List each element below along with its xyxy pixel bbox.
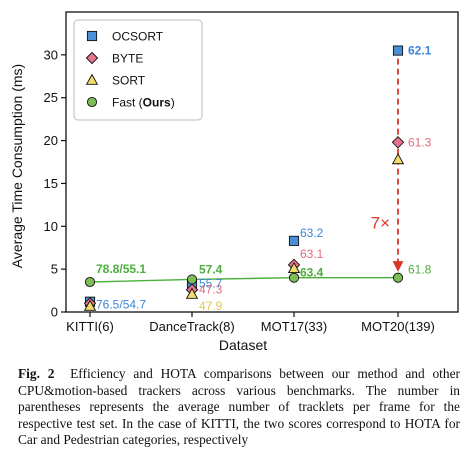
fast-ours-point bbox=[288, 272, 300, 283]
figure-caption-label: Fig. 2 bbox=[18, 366, 55, 381]
y-tick-label: 10 bbox=[44, 219, 58, 234]
plot-frame bbox=[65, 11, 459, 313]
speedup-label: 7× bbox=[371, 214, 390, 233]
figure-caption-text: Efficiency and HOTA comparisons between … bbox=[18, 366, 460, 447]
y-tick-label: 30 bbox=[44, 47, 58, 62]
legend-entry: OCSORT bbox=[112, 30, 164, 44]
x-axis-label: Dataset bbox=[219, 337, 267, 353]
legend-entry: SORT bbox=[112, 74, 146, 88]
data-label: 61.3 bbox=[408, 135, 432, 149]
x-tick-label: KITTI(6) bbox=[66, 319, 114, 334]
y-tick-label: 5 bbox=[51, 262, 58, 277]
legend-box bbox=[73, 19, 203, 121]
y-tick-label: 0 bbox=[51, 305, 58, 320]
data-label: 76.5/54.7 bbox=[96, 298, 146, 312]
plot-area: 0 5 10 15 20 25 30 KITTI(6) DanceTrack(8) MOT17(3… bbox=[44, 11, 459, 334]
fast-series-line bbox=[89, 277, 398, 283]
chart: 0 5 10 15 20 25 30 KITTI(6) DanceTrack(8) MOT17(3… bbox=[9, 11, 459, 353]
data-label: 63.2 bbox=[300, 226, 324, 240]
x-tick-label: MOT20(139) bbox=[361, 319, 435, 334]
legend-marker bbox=[85, 73, 99, 85]
sort-point bbox=[391, 153, 405, 165]
data-label: 78.8/55.1 bbox=[96, 262, 146, 276]
legend: OCSORT BYTE SORT Fast (Ours) bbox=[73, 19, 203, 121]
data-label: 62.1 bbox=[408, 44, 432, 58]
byte-point bbox=[391, 136, 405, 149]
legend-marker bbox=[86, 30, 98, 42]
data-label: 61.8 bbox=[408, 263, 432, 277]
sort-point bbox=[83, 299, 97, 311]
data-label: 47.3 bbox=[199, 283, 223, 297]
x-tick-label: MOT17(33) bbox=[261, 319, 327, 334]
data-label: 63.1 bbox=[300, 247, 324, 261]
data-label: 47.9 bbox=[199, 299, 223, 313]
sort-point bbox=[287, 261, 301, 274]
legend-marker bbox=[85, 51, 99, 65]
x-tick-label: DanceTrack(8) bbox=[149, 319, 234, 334]
legend-entry: BYTE bbox=[112, 52, 143, 66]
y-axis-label: Average Time Consumption (ms) bbox=[9, 64, 25, 268]
legend-marker bbox=[86, 96, 98, 108]
y-tick-label: 25 bbox=[44, 90, 58, 105]
fast-ours-point bbox=[186, 274, 198, 285]
ocsort-point bbox=[392, 45, 404, 56]
data-label: 55.7 bbox=[199, 276, 223, 290]
data-label: 57.4 bbox=[199, 262, 223, 276]
legend-entry: Fast (Ours) bbox=[112, 96, 175, 110]
fast-ours-point bbox=[392, 272, 404, 283]
fast-ours-point bbox=[84, 276, 96, 288]
y-tick-label: 15 bbox=[44, 176, 58, 191]
figure-caption: Fig. 2 Efficiency and HOTA comparisons b… bbox=[18, 366, 460, 449]
sort-point bbox=[185, 287, 199, 299]
y-tick-label: 20 bbox=[44, 133, 58, 148]
ocsort-point bbox=[288, 235, 300, 246]
data-label: 63.4 bbox=[300, 266, 324, 280]
